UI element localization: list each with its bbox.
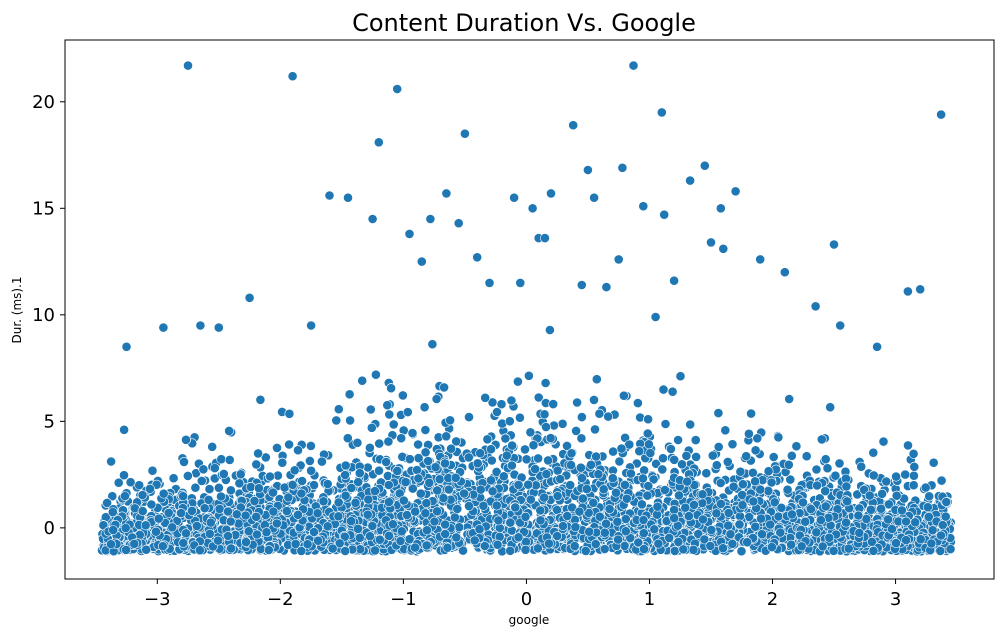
scatter-point — [119, 424, 129, 435]
scatter-point — [624, 439, 635, 450]
scatter-point — [816, 434, 827, 445]
scatter-point — [384, 409, 395, 420]
scatter-point — [908, 448, 919, 459]
scatter-point — [675, 371, 686, 382]
scatter-point — [284, 439, 294, 450]
scatter-point — [431, 394, 442, 404]
scatter-point — [397, 390, 408, 401]
scatter-point — [577, 412, 587, 422]
scatter-point — [834, 458, 845, 469]
scatter-point — [304, 455, 315, 466]
scatter-point — [382, 400, 393, 411]
scatter-point — [660, 419, 671, 429]
scatter-point — [903, 440, 913, 451]
scatter-point — [720, 425, 731, 436]
scatter-point — [255, 394, 266, 405]
scatter-point — [496, 399, 507, 410]
scatter-point — [811, 464, 822, 475]
scatter-point — [651, 458, 661, 469]
scatter-point — [305, 440, 316, 451]
chart-title: Content Duration Vs. Google — [352, 9, 696, 37]
scatter-point — [786, 450, 797, 461]
scatter-point — [388, 419, 399, 430]
scatter-point — [524, 370, 534, 381]
scatter-point — [614, 456, 625, 467]
scatter-point — [419, 402, 430, 413]
scatter-point — [260, 452, 271, 463]
scatter-point — [707, 450, 718, 461]
scatter-point — [533, 392, 544, 403]
scatter-point — [685, 419, 696, 430]
scatter-point — [750, 445, 761, 456]
scatter-point — [439, 382, 449, 393]
scatter-point — [515, 412, 525, 423]
scatter-point — [635, 412, 645, 423]
scatter-point — [107, 491, 118, 502]
scatter-point — [785, 474, 796, 485]
scatter-point — [402, 407, 413, 417]
scatter-point — [936, 475, 947, 486]
scatter-point — [690, 435, 701, 445]
data-points — [97, 60, 956, 557]
scatter-point — [366, 422, 377, 433]
scatter-point — [713, 408, 724, 418]
scatter-point — [633, 398, 643, 408]
